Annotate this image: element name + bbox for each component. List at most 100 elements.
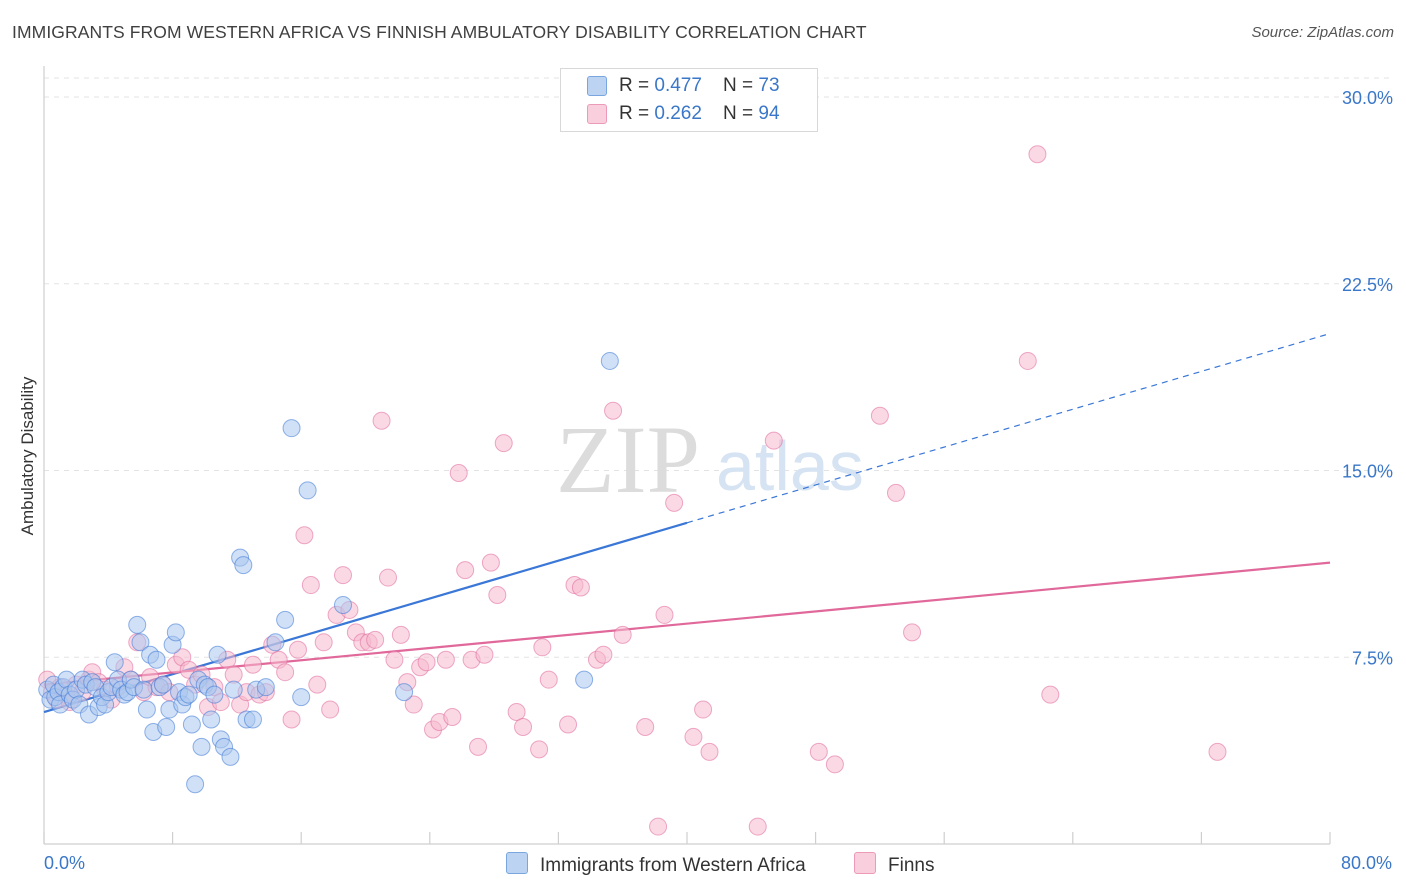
point-finns <box>321 700 340 719</box>
point-finns <box>649 817 668 836</box>
legend-text: R = 0.262 N = 94 <box>619 103 780 124</box>
point-finns <box>655 605 674 624</box>
point-western-africa <box>600 351 619 370</box>
point-western-africa <box>282 419 301 438</box>
axes <box>43 66 1331 845</box>
point-finns <box>282 710 301 729</box>
point-finns <box>308 675 327 694</box>
point-finns <box>559 715 578 734</box>
point-western-africa <box>179 685 198 704</box>
legend-swatch-blue <box>587 76 607 96</box>
point-finns <box>636 717 655 736</box>
point-western-africa <box>202 710 221 729</box>
point-western-africa <box>276 610 295 629</box>
point-finns <box>604 401 623 420</box>
y-tick-labels: 7.5% 15.0% 22.5% 30.0% <box>1342 88 1393 668</box>
point-western-africa <box>266 633 285 652</box>
point-finns <box>417 653 436 672</box>
point-finns <box>613 625 632 644</box>
point-western-africa <box>221 747 240 766</box>
point-finns <box>870 406 889 425</box>
point-finns <box>539 670 558 689</box>
point-finns <box>530 740 549 759</box>
bottom-legend-swatch-blue <box>506 852 528 874</box>
point-finns <box>594 645 613 664</box>
point-western-africa <box>182 715 201 734</box>
point-finns <box>379 568 398 587</box>
point-finns <box>571 578 590 597</box>
point-finns <box>449 463 468 482</box>
point-western-africa <box>131 633 150 652</box>
point-finns <box>903 623 922 642</box>
point-western-africa <box>137 700 156 719</box>
data-points <box>38 145 1227 836</box>
point-finns <box>825 755 844 774</box>
point-finns <box>404 695 423 714</box>
point-finns <box>665 493 684 512</box>
point-finns <box>809 742 828 761</box>
watermark: ZIP atlas <box>556 406 864 513</box>
point-finns <box>443 708 462 727</box>
point-finns <box>301 576 320 595</box>
point-western-africa <box>128 615 147 634</box>
point-western-africa <box>186 775 205 794</box>
point-finns <box>314 633 333 652</box>
point-finns <box>276 663 295 682</box>
point-western-africa <box>134 680 153 699</box>
point-finns <box>700 742 719 761</box>
point-western-africa <box>234 556 253 575</box>
point-finns <box>694 700 713 719</box>
point-western-africa <box>208 645 227 664</box>
point-finns <box>391 625 410 644</box>
point-finns <box>507 703 526 722</box>
point-finns <box>372 411 391 430</box>
point-western-africa <box>333 595 352 614</box>
point-western-africa <box>243 710 262 729</box>
point-finns <box>1018 351 1037 370</box>
point-western-africa <box>147 650 166 669</box>
y-tick-label: 7.5% <box>1352 648 1393 668</box>
point-finns <box>456 561 475 580</box>
point-finns <box>1208 742 1227 761</box>
bottom-legend-western-africa: Immigrants from Western Africa <box>506 852 806 877</box>
point-western-africa <box>166 623 185 642</box>
point-finns <box>533 638 552 657</box>
point-finns <box>333 566 352 585</box>
regression-lines <box>43 332 1331 714</box>
point-western-africa <box>298 481 317 500</box>
point-finns <box>243 655 262 674</box>
point-western-africa <box>192 737 211 756</box>
point-finns <box>1028 145 1047 164</box>
correlation-legend: R = 0.477 N = 73 R = 0.262 N = 94 <box>560 68 818 132</box>
point-finns <box>295 526 314 545</box>
point-finns <box>494 434 513 453</box>
point-western-africa <box>575 670 594 689</box>
point-finns <box>475 645 494 664</box>
point-finns <box>1041 685 1060 704</box>
point-western-africa <box>105 653 124 672</box>
legend-swatch-pink <box>587 104 607 124</box>
point-western-africa <box>292 688 311 707</box>
y-tick-label: 30.0% <box>1342 88 1393 108</box>
point-finns <box>488 586 507 604</box>
source-credit: Source: ZipAtlas.com <box>1251 24 1394 41</box>
point-finns <box>514 717 533 736</box>
bottom-legend-swatch-pink <box>854 852 876 874</box>
point-finns <box>886 483 905 502</box>
watermark-atlas: atlas <box>716 427 864 505</box>
point-finns <box>288 640 307 659</box>
regression-extension-western-africa <box>686 332 1331 524</box>
point-western-africa <box>157 717 176 736</box>
bottom-legend-finns: Finns <box>854 852 934 877</box>
point-finns <box>366 630 385 649</box>
chart-title: IMMIGRANTS FROM WESTERN AFRICA VS FINNIS… <box>12 22 867 42</box>
y-tick-label: 15.0% <box>1342 462 1393 482</box>
x-tick-label-min: 0.0% <box>44 853 86 873</box>
x-tick-label-max: 80.0% <box>1340 853 1392 873</box>
y-tick-label: 22.5% <box>1342 275 1393 295</box>
point-western-africa <box>395 683 414 702</box>
point-finns <box>764 431 783 450</box>
point-finns <box>684 727 703 746</box>
legend-text: R = 0.477 N = 73 <box>619 75 780 96</box>
